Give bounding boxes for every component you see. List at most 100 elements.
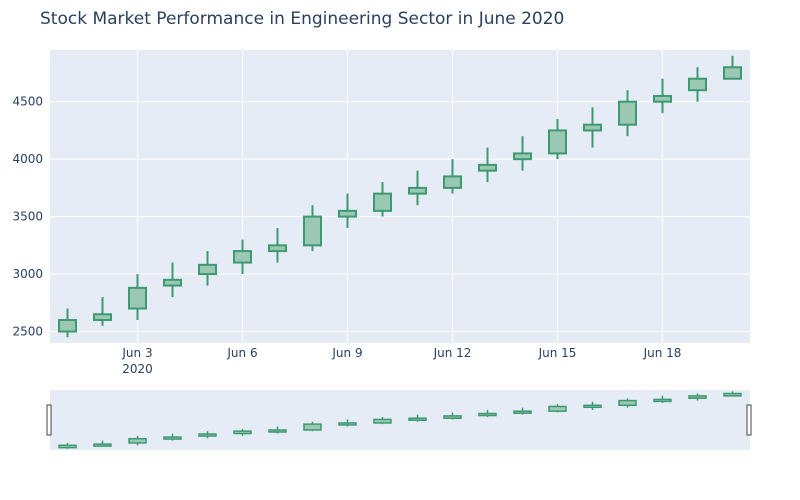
mini-candle <box>268 426 287 434</box>
candle-body <box>268 244 287 253</box>
mini-candle <box>688 393 707 401</box>
mini-candle <box>548 404 567 413</box>
mini-candle-body <box>303 423 322 431</box>
plot-area[interactable] <box>50 50 750 343</box>
mini-candle <box>338 419 357 427</box>
candle-body <box>548 129 567 155</box>
candle-body <box>128 286 147 310</box>
candle[interactable] <box>443 159 462 194</box>
range-slider-right-handle[interactable] <box>746 404 752 436</box>
candle-body <box>163 278 182 287</box>
candle[interactable] <box>198 251 217 286</box>
candle[interactable] <box>548 118 567 160</box>
x-tick-label: Jun 6 <box>226 346 257 360</box>
mini-candle-body <box>723 392 742 397</box>
candle-body <box>723 66 742 80</box>
mini-candle <box>233 428 252 436</box>
candle-body <box>478 163 497 172</box>
candle[interactable] <box>93 297 112 326</box>
candle-body <box>583 123 602 132</box>
mini-candle-body <box>688 395 707 399</box>
x-axis-ticks: Jun 3 2020 Jun 6 Jun 9 Jun 12 Jun 15 Jun 18 <box>121 346 681 376</box>
candle[interactable] <box>618 90 637 137</box>
mini-candle-body <box>548 405 567 412</box>
candle-body <box>58 319 77 333</box>
candle[interactable] <box>303 205 322 252</box>
candle-body <box>198 263 217 276</box>
y-tick-label: 3500 <box>12 210 43 224</box>
y-tick-label: 2500 <box>12 325 43 339</box>
candle-body <box>373 192 392 212</box>
y-tick-label: 3000 <box>12 267 43 281</box>
mini-candle <box>128 435 147 446</box>
mini-candle-body <box>478 412 497 417</box>
candle-body <box>443 175 462 189</box>
mini-candle-body <box>373 418 392 424</box>
candle-body <box>653 94 672 103</box>
mini-candle-body <box>443 415 462 419</box>
candle[interactable] <box>653 78 672 114</box>
candle-body <box>618 100 637 126</box>
mini-candle <box>583 401 602 410</box>
mini-candle-body <box>338 422 357 426</box>
mini-candle <box>723 391 742 397</box>
mini-candle-body <box>583 404 602 409</box>
mini-candle <box>408 414 427 422</box>
y-tick-label: 4000 <box>12 152 43 166</box>
y-tick-label: 4500 <box>12 95 43 109</box>
candle[interactable] <box>723 55 742 80</box>
candles <box>58 55 742 338</box>
mini-candle <box>93 440 112 447</box>
candle-body <box>303 215 322 247</box>
mini-candle <box>513 407 532 415</box>
x-tick-label: Jun 9 <box>331 346 362 360</box>
x-tick-label: Jun 18 <box>643 346 682 360</box>
mini-candle <box>618 398 637 408</box>
mini-candle-body <box>198 433 217 437</box>
y-axis-ticks: 2500 3000 3500 4000 4500 <box>12 95 43 339</box>
range-slider[interactable] <box>50 390 750 450</box>
range-slider-left-handle[interactable] <box>46 404 52 436</box>
mini-candle <box>653 395 672 403</box>
candle-body <box>688 77 707 92</box>
candle[interactable] <box>128 274 147 321</box>
x-year-label: 2020 <box>122 362 153 376</box>
mini-candle-body <box>163 436 182 440</box>
candle[interactable] <box>163 262 182 298</box>
candle[interactable] <box>408 170 427 206</box>
mini-candle <box>443 412 462 420</box>
mini-candle <box>58 442 77 449</box>
candle-body <box>233 250 252 264</box>
mini-candle <box>478 410 497 418</box>
mini-candle-body <box>58 444 77 449</box>
mini-candle-body <box>513 410 532 414</box>
chart-title: Stock Market Performance in Engineering … <box>40 9 565 29</box>
candle[interactable] <box>583 107 602 148</box>
candle-body <box>93 313 112 322</box>
x-tick-label: Jun 15 <box>538 346 577 360</box>
candle[interactable] <box>233 239 252 275</box>
candle[interactable] <box>268 228 287 263</box>
candle[interactable] <box>478 147 497 183</box>
mini-candle <box>198 431 217 439</box>
mini-candle-body <box>128 437 147 444</box>
range-slider-candles <box>58 391 742 449</box>
mini-candle <box>303 421 322 432</box>
mini-candle-body <box>268 429 287 433</box>
range-slider-handles[interactable] <box>46 404 752 436</box>
x-tick-label: Jun 3 <box>121 346 152 360</box>
x-tick-label: Jun 12 <box>433 346 472 360</box>
candle[interactable] <box>513 136 532 171</box>
mini-candle <box>163 433 182 441</box>
candle-body <box>408 186 427 195</box>
candle[interactable] <box>58 308 77 338</box>
candle[interactable] <box>688 67 707 102</box>
mini-candle-body <box>653 398 672 403</box>
candle[interactable] <box>373 182 392 217</box>
candle[interactable] <box>338 193 357 229</box>
mini-candle-body <box>233 430 252 435</box>
mini-candle-body <box>93 443 112 447</box>
mini-candle-body <box>618 399 637 407</box>
mini-candle <box>373 417 392 425</box>
